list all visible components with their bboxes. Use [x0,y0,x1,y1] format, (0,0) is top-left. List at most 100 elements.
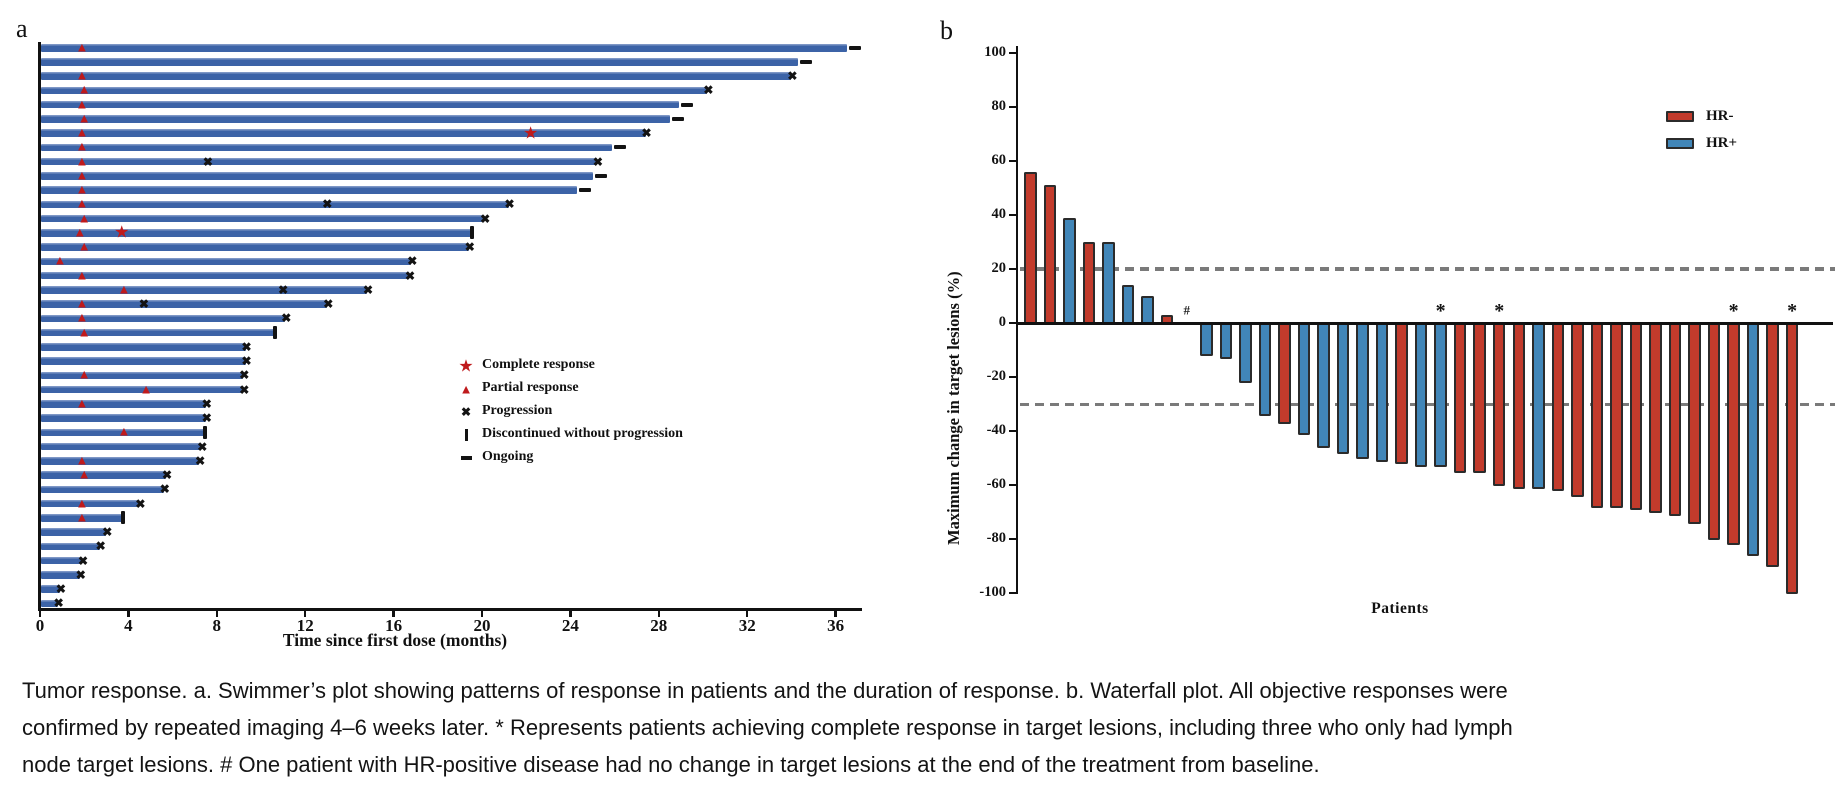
partial-response-triangle-marker: ▲ [77,238,91,254]
partial-response-triangle-marker: ▲ [75,309,89,325]
ongoing-dash-marker [614,145,627,150]
x-axis-title-b: Patients [1371,600,1429,617]
x-tick-label-a: 12 [296,616,314,635]
waterfall-bar [1707,322,1721,540]
legend-b-label: HR+ [1706,135,1738,151]
swimmer-bar [41,571,80,579]
waterfall-bar [1746,322,1760,557]
x-tick-label-a: 24 [561,616,579,635]
waterfall-bar [1258,322,1272,416]
progression-x-marker: ✖ [159,482,170,497]
y-tick-label-b: 0 [998,314,1006,330]
progression-x-marker: ✖ [241,354,252,369]
partial-response-triangle-marker: ▲ [77,81,91,97]
progression-x-marker: ✖ [95,539,106,554]
swimmer-bar [41,200,509,209]
ongoing-dash-marker [594,173,607,178]
legend-discontinued-icon [464,429,468,441]
waterfall-bar [1453,322,1467,473]
swimmer-bar [41,229,471,237]
progression-x-marker: ✖ [195,453,206,468]
swimmer-bar [41,157,597,166]
progression-x-marker: ✖ [278,282,289,297]
waterfall-bar [1278,322,1291,424]
partial-response-triangle-marker: ▲ [75,39,89,55]
swimmer-bar [41,514,122,522]
swimmer-bar [41,400,206,408]
waterfall-bar [1239,322,1252,384]
partial-response-triangle-marker: ▲ [75,509,89,525]
y-tick-b [1008,375,1016,379]
partial-response-triangle-marker: ▲ [117,281,131,297]
progression-x-marker: ✖ [75,567,86,582]
progression-x-marker: ✖ [161,468,172,483]
waterfall-bar [1356,322,1369,459]
x-tick-a [834,608,837,617]
y-tick-label-b: -20 [986,368,1006,384]
progression-x-marker: ✖ [323,297,334,312]
waterfall-bar [1414,322,1428,468]
waterfall-bar [1102,242,1115,325]
x-axis-title-a: Time since first dose (months) [282,630,508,650]
legend-a-label: Progression [482,403,553,418]
partial-response-triangle-marker: ▲ [77,324,91,340]
swimmer-bar [41,357,246,365]
progression-x-marker: ✖ [322,197,333,212]
x-tick-label-a: 36 [827,616,845,635]
partial-response-triangle-marker: ▲ [75,181,89,197]
partial-response-triangle-marker: ▲ [77,366,91,382]
caption-line: node target lesions. # One patient with … [22,752,1320,777]
waterfall-bar [1492,322,1506,486]
progression-x-marker: ✖ [407,254,418,269]
swimmer-bar [41,471,166,479]
legend-b-swatch [1666,111,1694,122]
waterfall-bar [1336,322,1350,454]
y-axis-line-b [1015,46,1018,594]
swimmer-bar [41,585,60,593]
asterisk-marker: * [1787,300,1798,322]
progression-x-marker: ✖ [464,240,475,255]
swimmer-bar [41,556,82,565]
swimmer-bar [41,499,140,508]
y-tick-b [1008,105,1016,109]
swimmer-bar [41,343,246,351]
progression-x-marker: ✖ [480,211,491,226]
y-tick-b [1008,267,1016,271]
swimmer-bar [41,100,679,109]
progression-x-marker: ✖ [641,126,652,141]
asterisk-marker: * [1728,300,1739,322]
progression-x-marker: ✖ [201,411,212,426]
waterfall-bar [1434,322,1447,468]
legend-b-label: HR- [1706,108,1734,124]
swimmer-bar [41,528,107,536]
waterfall-bar [1473,322,1486,473]
dashed-reference-line [1020,267,1835,271]
progression-x-marker: ✖ [592,154,603,169]
complete-response-star-marker: ★ [522,123,539,143]
progression-x-marker: ✖ [504,197,515,212]
progression-x-marker: ✖ [239,368,250,383]
swimmer-bar [41,371,244,380]
waterfall-bar [1610,322,1623,508]
legend-a-label: Ongoing [482,449,534,464]
caption-line: confirmed by repeated imaging 4–6 weeks … [22,715,1513,740]
progression-x-marker: ✖ [53,596,64,611]
x-tick-label-a: 0 [35,616,45,635]
waterfall-bar [1082,242,1096,325]
discontinued-bar-marker [469,226,474,240]
partial-response-triangle-marker: ▲ [75,67,89,83]
ongoing-dash-marker [800,59,813,64]
y-tick-b [1008,537,1016,541]
swimmer-bar [41,385,244,394]
zero-baseline-b [1015,321,1833,325]
swimmer-bar [41,300,328,308]
waterfall-bar [1200,322,1213,357]
swimmer-bar [41,599,58,608]
swimmer-bar [41,542,100,551]
legend-triangle-icon: ▲ [459,381,473,397]
legend-a-label: Complete response [482,357,595,372]
swimmer-bar [41,143,613,152]
y-tick-b [1008,321,1016,325]
dashed-reference-line [1020,402,1835,406]
